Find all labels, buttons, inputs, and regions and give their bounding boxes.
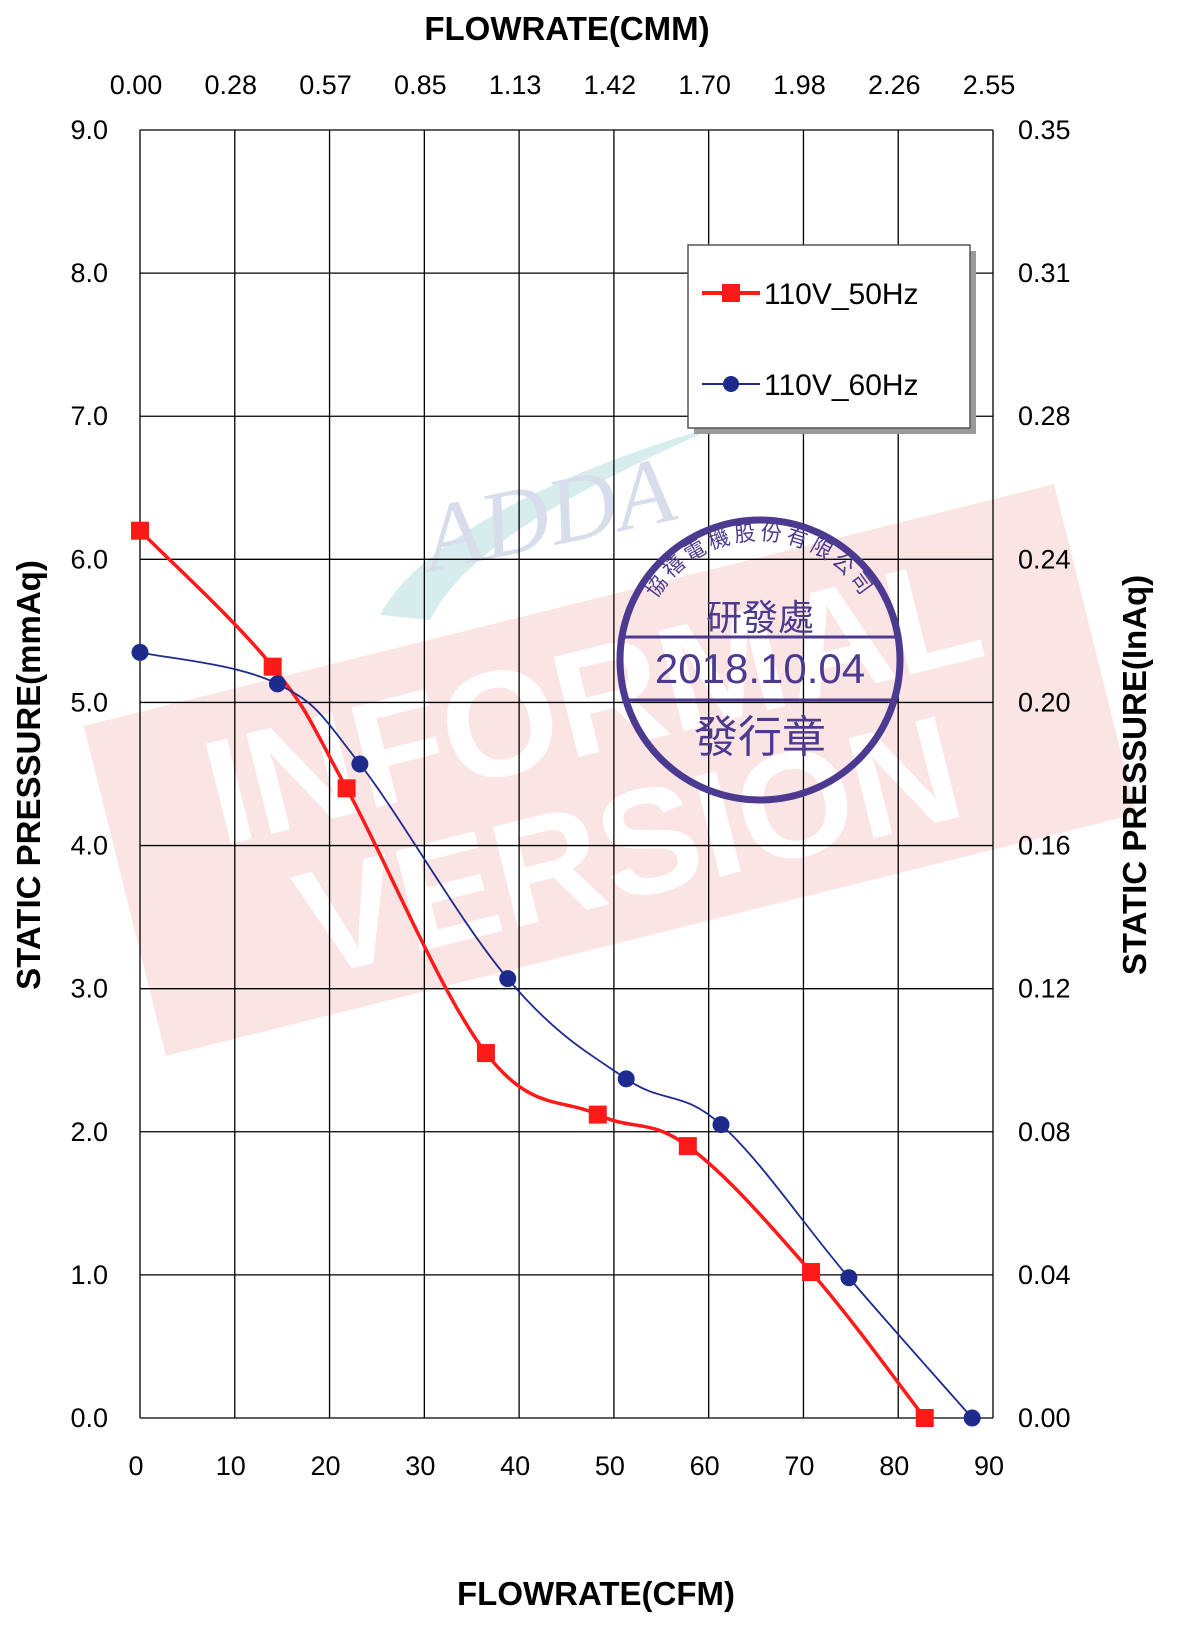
y-right-tick-label: 0.12 (1018, 974, 1071, 1004)
data-point-circle (351, 755, 368, 772)
y-right-tick-label: 0.00 (1018, 1403, 1071, 1433)
x-top-tick-label: 0.00 (110, 70, 163, 100)
x-tick-label: 40 (500, 1451, 530, 1481)
data-point-circle (840, 1269, 857, 1286)
top-axis-title: FLOWRATE(CMM) (424, 10, 709, 47)
legend-marker-50hz (722, 284, 740, 302)
y-right-tick-label: 0.35 (1018, 115, 1071, 145)
x-tick-label: 90 (974, 1451, 1004, 1481)
x-top-tick-label: 1.70 (678, 70, 731, 100)
y-right-tick-label: 0.20 (1018, 687, 1071, 717)
data-point-circle (132, 644, 149, 661)
y-left-tick-label: 6.0 (70, 544, 108, 574)
y-left-tick-label: 0.0 (70, 1403, 108, 1433)
y-left-tick-label: 4.0 (70, 831, 108, 861)
y-right-tick-label: 0.08 (1018, 1117, 1071, 1147)
data-point-circle (269, 675, 286, 692)
y-left-tick-label: 8.0 (70, 258, 108, 288)
data-point-square (916, 1409, 934, 1427)
legend-label-60hz: 110V_60Hz (764, 369, 919, 402)
legend: 110V_50Hz 110V_60Hz (688, 245, 976, 434)
legend-marker-60hz (723, 376, 739, 392)
x-top-tick-label: 0.57 (299, 70, 352, 100)
x-top-tick-label: 1.13 (489, 70, 542, 100)
x-tick-label: 20 (311, 1451, 341, 1481)
y-axis-right-title: STATIC PRESSURE(InAq) (1116, 575, 1153, 975)
y-right-tick-label: 0.24 (1018, 544, 1071, 574)
x-axis-title: FLOWRATE(CFM) (457, 1575, 735, 1612)
x-tick-label: 30 (405, 1451, 435, 1481)
y-left-tick-label: 5.0 (70, 687, 108, 717)
data-point-circle (712, 1116, 729, 1133)
watermark: INFORMAL VERSION ADDA (84, 425, 1137, 1056)
data-point-square (679, 1137, 697, 1155)
data-point-square (264, 658, 282, 676)
x-tick-label: 60 (690, 1451, 720, 1481)
stamp-issue: 發行章 (694, 712, 826, 763)
stamp-date: 2018.10.04 (655, 645, 865, 692)
x-tick-label: 70 (784, 1451, 814, 1481)
y-axis-left-title: STATIC PRESSURE(mmAq) (10, 560, 47, 990)
data-point-square (338, 779, 356, 797)
y-right-tick-label: 0.16 (1018, 831, 1071, 861)
y-left-tick-label: 1.0 (70, 1260, 108, 1290)
data-point-square (589, 1106, 607, 1124)
x-tick-label: 50 (595, 1451, 625, 1481)
x-tick-label: 10 (216, 1451, 246, 1481)
data-point-circle (499, 970, 516, 987)
y-right-tick-label: 0.31 (1018, 258, 1071, 288)
x-top-tick-label: 1.42 (584, 70, 637, 100)
informal-version-banner: INFORMAL VERSION (84, 484, 1137, 1056)
data-point-circle (618, 1070, 635, 1087)
x-top-tick-label: 2.26 (868, 70, 921, 100)
logo-text: ADDA (408, 435, 685, 593)
data-point-square (131, 522, 149, 540)
x-top-tick-label: 0.85 (394, 70, 447, 100)
data-point-square (802, 1263, 820, 1281)
x-tick-label: 0 (128, 1451, 143, 1481)
x-top-tick-label: 1.98 (773, 70, 826, 100)
x-tick-label: 80 (879, 1451, 909, 1481)
x-top-tick-label: 0.28 (204, 70, 257, 100)
y-left-tick-label: 9.0 (70, 115, 108, 145)
y-left-tick-label: 7.0 (70, 401, 108, 431)
y-right-tick-label: 0.04 (1018, 1260, 1071, 1290)
data-point-circle (964, 1410, 981, 1427)
legend-label-50hz: 110V_50Hz (764, 278, 919, 311)
stamp-department: 研發處 (706, 598, 814, 639)
y-left-tick-label: 3.0 (70, 974, 108, 1004)
y-left-tick-label: 2.0 (70, 1117, 108, 1147)
y-right-tick-label: 0.28 (1018, 401, 1071, 431)
data-point-square (477, 1044, 495, 1062)
x-top-tick-label: 2.55 (963, 70, 1016, 100)
